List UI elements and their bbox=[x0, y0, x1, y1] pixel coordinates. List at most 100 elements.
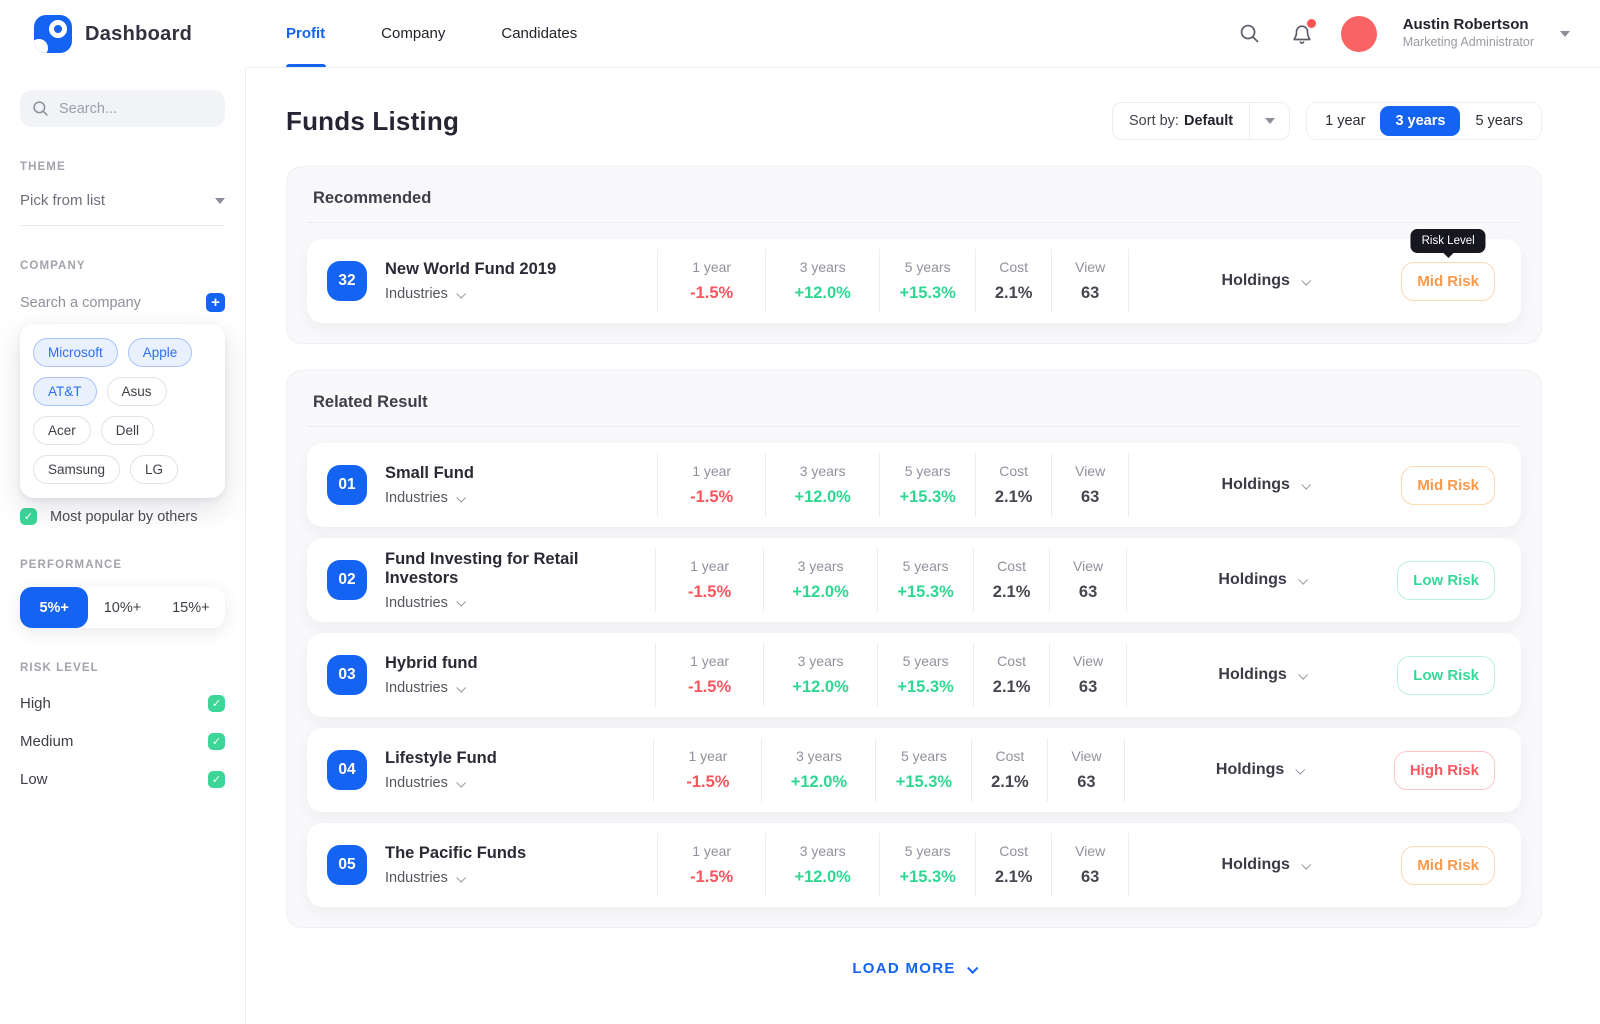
risk-medium-checkbox[interactable]: ✓ bbox=[208, 733, 225, 750]
fund-number-badge: 04 bbox=[327, 750, 367, 790]
sort-selector[interactable]: Sort by: Default bbox=[1113, 103, 1249, 139]
user-menu-caret-icon[interactable] bbox=[1560, 30, 1570, 37]
performance-option-5[interactable]: 5%+ bbox=[20, 587, 89, 628]
risk-high-checkbox[interactable]: ✓ bbox=[208, 695, 225, 712]
company-chip[interactable]: Dell bbox=[100, 416, 155, 445]
active-tab-underline bbox=[285, 64, 326, 67]
stat-label: Cost bbox=[999, 259, 1029, 275]
chevron-down-icon bbox=[456, 288, 467, 299]
stat-value-5-years: +15.3% bbox=[899, 868, 956, 886]
nav-tab-candidates[interactable]: Candidates bbox=[501, 0, 577, 67]
period-1-year[interactable]: 1 year bbox=[1325, 113, 1366, 129]
risk-badge[interactable]: Low Risk bbox=[1397, 560, 1496, 600]
sort-caret-button[interactable] bbox=[1249, 103, 1289, 139]
performance-option-10[interactable]: 10%+ bbox=[103, 599, 142, 616]
fund-number-badge: 32 bbox=[327, 261, 367, 301]
risk-badge[interactable]: Mid Risk bbox=[1401, 465, 1495, 505]
stat-label: Cost bbox=[999, 463, 1029, 479]
risk-badge[interactable]: High Risk bbox=[1393, 750, 1495, 790]
add-company-button[interactable]: + bbox=[206, 293, 225, 312]
page-title: Funds Listing bbox=[286, 105, 460, 136]
risk-badge[interactable]: Mid Risk bbox=[1401, 845, 1495, 885]
chevron-down-icon bbox=[456, 872, 467, 883]
fund-category-dropdown[interactable]: Industries bbox=[385, 595, 655, 611]
fund-category-dropdown[interactable]: Industries bbox=[385, 680, 655, 696]
company-chip[interactable]: AT&T bbox=[33, 377, 97, 406]
stat-label: View bbox=[1073, 558, 1104, 574]
company-chip[interactable]: Acer bbox=[33, 416, 91, 445]
company-section-label: COMPANY bbox=[20, 260, 86, 272]
search-icon[interactable] bbox=[1237, 21, 1263, 47]
chevron-down-icon bbox=[966, 962, 979, 974]
company-chip[interactable]: Apple bbox=[127, 338, 193, 367]
stat-label: 5 years bbox=[902, 558, 949, 574]
fund-row: 04 Lifestyle Fund Industries 1 year -1.5%… bbox=[307, 728, 1521, 812]
nav-tab-label: Profit bbox=[286, 25, 326, 42]
stat-value-view: 63 bbox=[1078, 678, 1098, 696]
chevron-down-icon bbox=[456, 682, 467, 693]
stat-value-cost: 2.1% bbox=[994, 284, 1033, 302]
stat-label: 3 years bbox=[797, 653, 844, 669]
fund-category-dropdown[interactable]: Industries bbox=[385, 870, 657, 886]
sidebar-search-input[interactable] bbox=[59, 100, 199, 117]
chevron-down-icon bbox=[1295, 764, 1306, 775]
risk-option-label: High bbox=[20, 695, 51, 712]
stat-label: 1 year bbox=[688, 748, 728, 764]
stat-value-3-years: +12.0% bbox=[794, 488, 851, 506]
load-more-button[interactable]: LOAD MORE bbox=[286, 960, 1542, 977]
risk-badge[interactable]: Mid Risk bbox=[1401, 261, 1495, 301]
stat-value-5-years: +15.3% bbox=[895, 773, 953, 791]
stat-value-3-years: +12.0% bbox=[794, 284, 851, 302]
stat-label: 1 year bbox=[692, 463, 732, 479]
holdings-dropdown[interactable]: Holdings bbox=[1127, 571, 1397, 589]
risk-low-checkbox[interactable]: ✓ bbox=[208, 771, 225, 788]
fund-stats: 1 year -1.5% 3 years +12.0% 5 years +15.3% … bbox=[657, 833, 1130, 897]
nav-tab-profit[interactable]: Profit bbox=[285, 0, 326, 67]
filter-sidebar: THEME Pick from list COMPANY Search a co… bbox=[0, 68, 246, 1024]
holdings-label: Holdings bbox=[1221, 476, 1290, 493]
stat-value-view: 63 bbox=[1077, 773, 1096, 791]
stat-value-1-year: -1.5% bbox=[688, 678, 732, 696]
holdings-dropdown[interactable]: Holdings bbox=[1129, 272, 1401, 290]
popular-checkbox[interactable]: ✓ bbox=[20, 508, 37, 525]
performance-segmented-control: 5%+ 10%+ 15%+ bbox=[20, 587, 225, 628]
fund-category-dropdown[interactable]: Industries bbox=[385, 286, 657, 302]
performance-section-label: PERFORMANCE bbox=[20, 559, 123, 571]
period-5-years[interactable]: 5 years bbox=[1475, 113, 1523, 129]
holdings-label: Holdings bbox=[1215, 761, 1285, 778]
stat-value-view: 63 bbox=[1080, 868, 1100, 886]
notification-dot bbox=[1306, 18, 1316, 28]
fund-category-dropdown[interactable]: Industries bbox=[385, 490, 657, 506]
theme-picker-value: Pick from list bbox=[20, 192, 106, 209]
nav-tab-company[interactable]: Company bbox=[381, 0, 445, 67]
company-chip[interactable]: Samsung bbox=[33, 455, 121, 484]
holdings-dropdown[interactable]: Holdings bbox=[1127, 666, 1397, 684]
notifications-bell-icon[interactable] bbox=[1289, 18, 1316, 47]
fund-number-badge: 05 bbox=[327, 845, 367, 885]
stat-label: 3 years bbox=[799, 843, 846, 859]
stat-value-view: 63 bbox=[1080, 284, 1100, 302]
fund-row: 02 Fund Investing for Retail Investors I… bbox=[307, 538, 1521, 622]
theme-picker-dropdown[interactable]: Pick from list bbox=[20, 192, 225, 226]
holdings-label: Holdings bbox=[1218, 666, 1287, 683]
fund-category-label: Industries bbox=[385, 775, 448, 791]
holdings-dropdown[interactable]: Holdings bbox=[1129, 856, 1401, 874]
user-avatar[interactable] bbox=[1340, 15, 1377, 52]
holdings-dropdown[interactable]: Holdings bbox=[1129, 476, 1401, 494]
performance-option-15[interactable]: 15%+ bbox=[172, 599, 210, 616]
company-chip[interactable]: Asus bbox=[106, 377, 167, 406]
sort-dropdown: Sort by: Default bbox=[1112, 102, 1291, 140]
company-chip[interactable]: Microsoft bbox=[33, 338, 118, 367]
fund-stats: 1 year -1.5% 3 years +12.0% 5 years +15.3% … bbox=[653, 738, 1126, 802]
stat-label: Cost bbox=[995, 748, 1025, 764]
fund-category-dropdown[interactable]: Industries bbox=[385, 775, 653, 791]
company-chip[interactable]: LG bbox=[130, 455, 179, 484]
fund-row: 32 New World Fund 2019 Industries 1 year… bbox=[307, 228, 1521, 323]
period-3-years[interactable]: 3 years bbox=[1380, 106, 1461, 136]
stat-value-cost: 2.1% bbox=[992, 678, 1031, 696]
holdings-dropdown[interactable]: Holdings bbox=[1125, 761, 1393, 779]
fund-name: Hybrid fund bbox=[385, 654, 478, 672]
stat-value-1-year: -1.5% bbox=[688, 583, 732, 601]
risk-badge[interactable]: Low Risk bbox=[1397, 655, 1496, 695]
search-icon bbox=[33, 101, 48, 116]
